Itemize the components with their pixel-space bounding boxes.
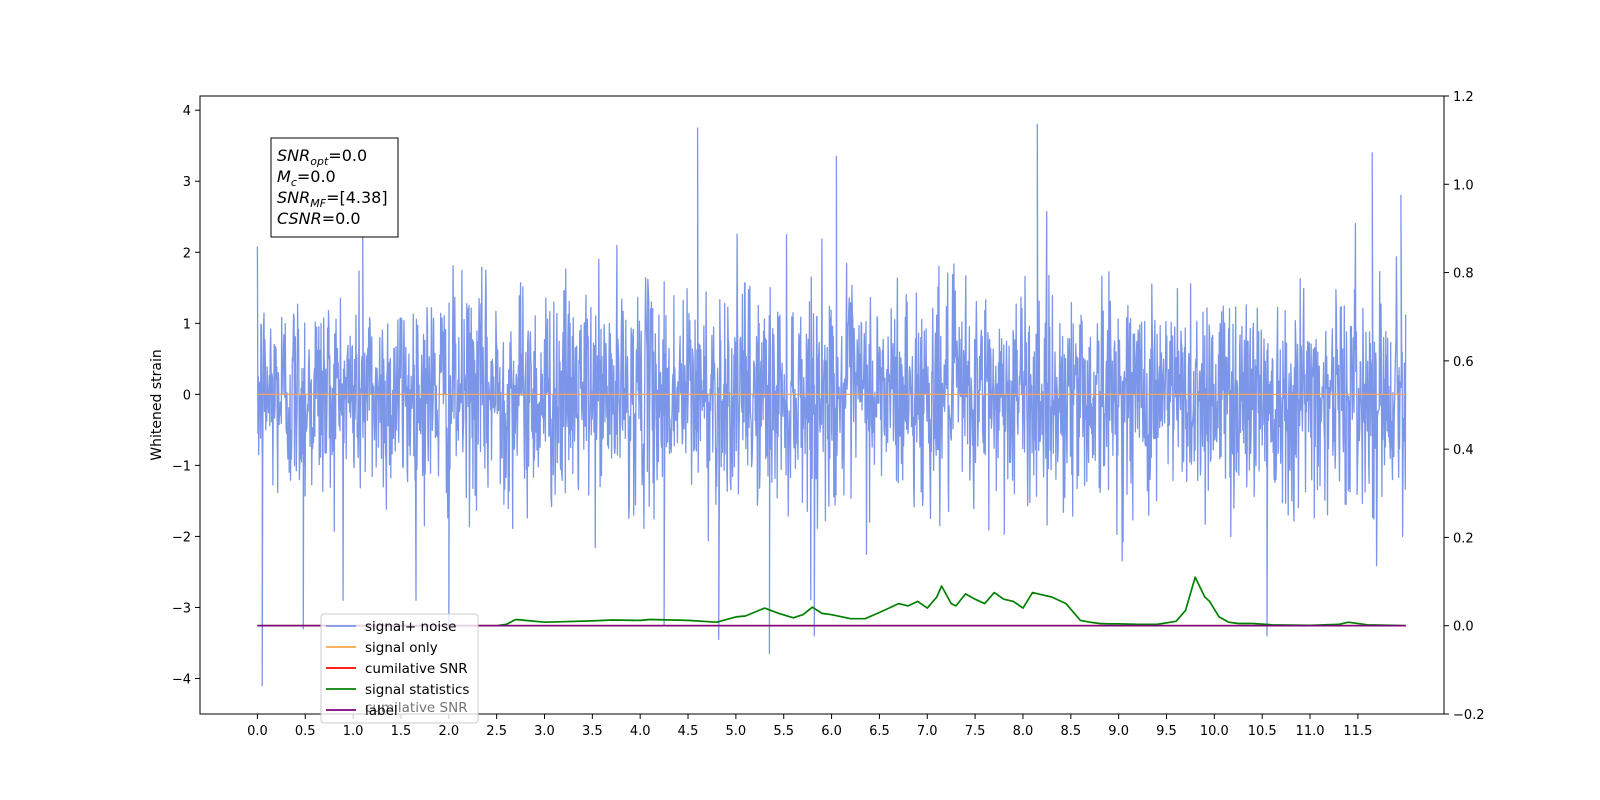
legend-label: signal only bbox=[365, 640, 438, 656]
plot-frame bbox=[199, 95, 1445, 715]
x-tick-label: 1.0 bbox=[343, 724, 364, 739]
y-right-tick-label: 0.2 bbox=[1453, 531, 1474, 546]
series-line-signal-noise bbox=[256, 123, 1407, 687]
x-tick-label: 6.5 bbox=[869, 724, 890, 739]
annotation-line: SNRMF=[4.38] bbox=[277, 188, 388, 210]
x-tick-label: 5.0 bbox=[726, 724, 747, 739]
legend-label: label bbox=[365, 703, 398, 719]
annotation-base: SNR bbox=[277, 188, 310, 207]
series-line-signal-statistics bbox=[257, 576, 1406, 627]
y-right-tick-label: 0.8 bbox=[1453, 267, 1474, 282]
annotation-sub: c bbox=[291, 176, 297, 189]
annotation-frame bbox=[270, 137, 399, 238]
legend-hidden-label: cumilative SNR bbox=[365, 700, 468, 716]
y-axis-right: 1.2 1.0 0.8 0.6 0.4 0.2 0.0 −0.2 bbox=[1444, 90, 1485, 723]
y-left-tick-label: −4 bbox=[172, 672, 191, 687]
y-right-tick-label: 1.2 bbox=[1453, 90, 1474, 105]
x-tick-label: 4.0 bbox=[630, 724, 651, 739]
x-tick-label: 5.5 bbox=[773, 724, 794, 739]
x-tick-label: 7.0 bbox=[917, 724, 938, 739]
y-axis-left-label: Whitened strain bbox=[149, 349, 165, 460]
annotation-sub: opt bbox=[310, 155, 329, 168]
annotation-value: =0.0 bbox=[322, 209, 361, 228]
x-tick-label: 6.0 bbox=[821, 724, 842, 739]
y-right-tick-label: 1.0 bbox=[1453, 178, 1474, 193]
x-tick-label: 3.0 bbox=[534, 724, 555, 739]
y-right-tick-label: −0.2 bbox=[1453, 708, 1485, 723]
y-left-tick-label: −1 bbox=[172, 459, 191, 474]
y-left-tick-label: −3 bbox=[172, 601, 191, 616]
annotation-sub: MF bbox=[310, 197, 326, 210]
annotation-line: SNRopt=0.0 bbox=[277, 146, 367, 168]
x-axis: 0.0 0.5 1.0 1.5 2.0 2.5 3.0 3.5 4.0 4.5 5.0 5.5 6.0 6… bbox=[247, 714, 1372, 739]
y-right-tick-label: 0.4 bbox=[1453, 443, 1474, 458]
y-left-tick-label: 3 bbox=[183, 175, 191, 190]
annotation-line: Mc=0.0 bbox=[277, 167, 336, 189]
annotation-base: SNR bbox=[277, 146, 310, 165]
y-axis-left: 4 3 2 1 0 −1 −2 −3 −4 bbox=[172, 104, 200, 687]
x-tick-label: 9.0 bbox=[1108, 724, 1129, 739]
x-tick-label: 3.5 bbox=[582, 724, 603, 739]
x-tick-label: 11.0 bbox=[1296, 724, 1325, 739]
legend-items: signal+ noise signal only cumilative SNR si… bbox=[326, 619, 469, 719]
x-tick-label: 9.5 bbox=[1156, 724, 1177, 739]
series-layer bbox=[256, 123, 1407, 687]
x-tick-label: 2.0 bbox=[438, 724, 459, 739]
x-tick-label: 10.0 bbox=[1200, 724, 1229, 739]
x-tick-label: 1.5 bbox=[391, 724, 412, 739]
y-right-tick-label: 0.0 bbox=[1453, 620, 1474, 635]
legend-label: cumilative SNR bbox=[365, 661, 468, 677]
x-tick-label: 0.5 bbox=[295, 724, 316, 739]
x-tick-label: 7.5 bbox=[965, 724, 986, 739]
x-tick-label: 2.5 bbox=[486, 724, 507, 739]
annotation-value: =[4.38] bbox=[326, 188, 388, 207]
x-tick-label: 11.5 bbox=[1343, 724, 1372, 739]
y-left-tick-label: 4 bbox=[183, 104, 191, 119]
x-tick-label: 0.0 bbox=[247, 724, 268, 739]
y-right-tick-label: 0.6 bbox=[1453, 355, 1474, 370]
annotation-value: =0.0 bbox=[297, 167, 336, 186]
legend-label: signal+ noise bbox=[365, 619, 456, 635]
x-tick-label: 8.0 bbox=[1013, 724, 1034, 739]
x-tick-label: 10.5 bbox=[1248, 724, 1277, 739]
legend: cumilative SNR signal+ noise signal only c… bbox=[320, 613, 479, 724]
y-left-tick-label: 1 bbox=[183, 317, 191, 332]
annotation-base: M bbox=[277, 167, 291, 186]
x-tick-label: 4.5 bbox=[678, 724, 699, 739]
annotation-line: CSNR=0.0 bbox=[277, 209, 361, 228]
legend-label: signal statistics bbox=[365, 682, 469, 698]
annotation-base: CSNR bbox=[277, 209, 322, 228]
y-left-tick-label: 0 bbox=[183, 388, 191, 403]
legend-frame bbox=[320, 613, 479, 724]
x-tick-label: 8.5 bbox=[1060, 724, 1081, 739]
y-left-tick-label: 2 bbox=[183, 246, 191, 261]
annotation-value: =0.0 bbox=[328, 146, 367, 165]
y-left-tick-label: −2 bbox=[172, 530, 191, 545]
